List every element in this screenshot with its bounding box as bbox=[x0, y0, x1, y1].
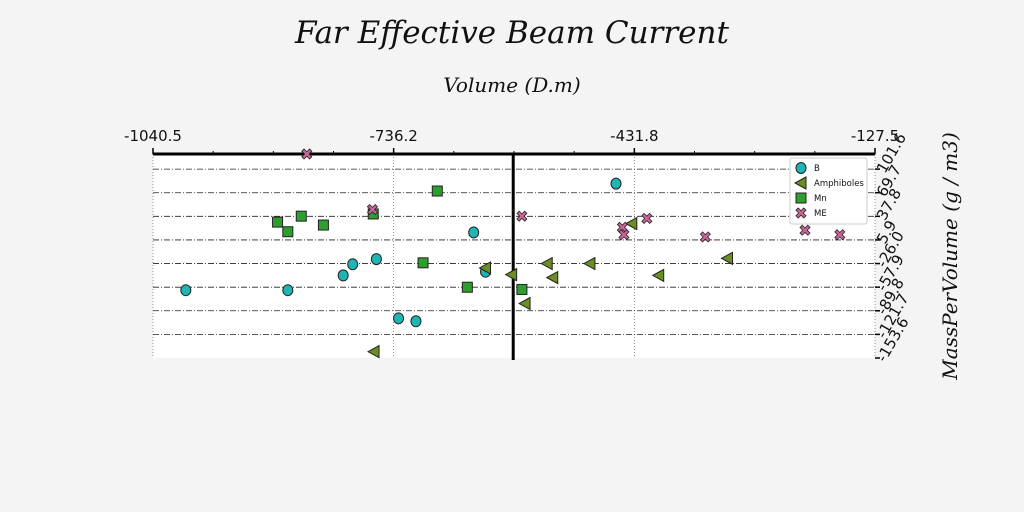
legend-marker-me bbox=[795, 207, 807, 219]
point-amphiboles bbox=[720, 251, 734, 266]
point-amphiboles bbox=[651, 268, 665, 283]
point-b bbox=[610, 177, 622, 190]
point-b bbox=[180, 284, 192, 297]
point-b bbox=[410, 315, 422, 328]
point-mn bbox=[295, 210, 307, 222]
point-mn bbox=[461, 281, 473, 293]
x-tick-label: -431.8 bbox=[610, 127, 658, 145]
point-amphiboles bbox=[504, 267, 518, 282]
point-amphiboles bbox=[545, 270, 559, 285]
point-b bbox=[468, 226, 480, 239]
legend: B Amphiboles Mn ME bbox=[789, 157, 868, 225]
y-axis-label: MassPerVolume (g / m3) bbox=[938, 132, 962, 381]
legend-label: ME bbox=[814, 209, 827, 219]
point-b bbox=[282, 284, 294, 297]
series-amphiboles bbox=[366, 216, 734, 359]
point-b bbox=[370, 253, 382, 266]
y-axis-ticks: 101.669.737.85.9-26.0-57.9-89.8-121.7-15… bbox=[873, 130, 913, 365]
point-me bbox=[699, 231, 711, 243]
series-me bbox=[301, 148, 846, 243]
point-amphiboles bbox=[518, 296, 531, 311]
x-tick-label: -127.5 bbox=[851, 127, 899, 145]
point-me bbox=[834, 229, 846, 241]
point-amphiboles bbox=[540, 256, 553, 271]
point-b bbox=[337, 269, 349, 282]
point-amphiboles bbox=[582, 256, 596, 271]
point-mn bbox=[431, 185, 443, 197]
legend-box bbox=[789, 157, 868, 225]
point-me bbox=[366, 203, 379, 216]
legend-marker-amphiboles bbox=[793, 176, 807, 190]
point-me bbox=[618, 229, 630, 241]
legend-label: Amphiboles bbox=[814, 179, 864, 189]
point-mn bbox=[272, 216, 284, 228]
x-tick-label: -736.2 bbox=[369, 127, 417, 145]
series-mn bbox=[272, 185, 528, 295]
point-b bbox=[393, 312, 405, 325]
point-me bbox=[641, 212, 653, 224]
legend-label: B bbox=[814, 164, 820, 174]
legend-label: Mn bbox=[814, 194, 827, 204]
point-mn bbox=[417, 257, 429, 269]
x-axis-ticks: -1040.5 -736.2 -431.8 -127.5 bbox=[124, 127, 899, 154]
point-b bbox=[347, 258, 359, 271]
data-points bbox=[180, 148, 846, 359]
legend-marker-mn bbox=[795, 192, 807, 204]
point-me bbox=[301, 148, 313, 160]
point-mn bbox=[282, 226, 294, 238]
x-tick-label: -1040.5 bbox=[124, 127, 182, 145]
legend-marker-b bbox=[795, 162, 807, 174]
chart-title: Far Effective Beam Current bbox=[294, 15, 729, 51]
point-amphiboles bbox=[624, 216, 638, 231]
point-mn bbox=[317, 219, 329, 231]
x-axis-label: Volume (D.m) bbox=[443, 73, 580, 97]
point-me bbox=[799, 224, 811, 236]
point-me bbox=[516, 210, 528, 222]
point-amphiboles bbox=[366, 344, 380, 359]
point-amphiboles bbox=[478, 261, 492, 275]
point-mn bbox=[516, 283, 528, 295]
series-b bbox=[180, 177, 622, 328]
